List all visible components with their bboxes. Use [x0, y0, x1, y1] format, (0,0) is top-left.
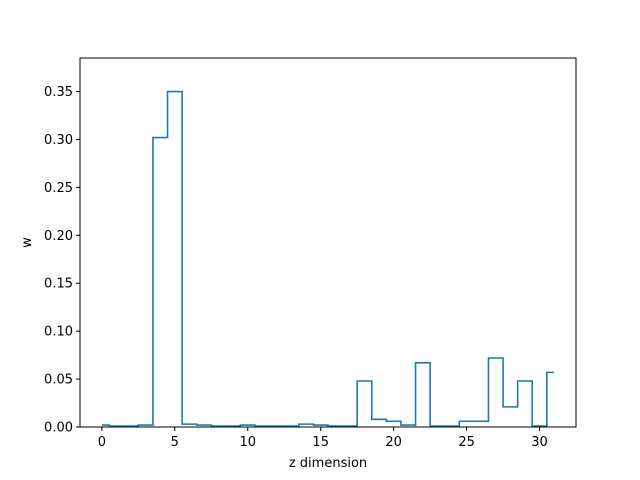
- x-tick-label: 5: [171, 435, 179, 450]
- y-tick-label: 0.30: [44, 133, 73, 148]
- x-tick-label: 30: [531, 435, 548, 450]
- y-tick-label: 0.25: [44, 181, 73, 196]
- y-tick-label: 0.15: [44, 277, 73, 292]
- y-tick-label: 0.00: [44, 421, 73, 436]
- y-tick-label: 0.10: [44, 325, 73, 340]
- y-axis-label: w: [20, 237, 35, 248]
- x-tick-label: 20: [385, 435, 402, 450]
- axes-frame: [79, 57, 577, 428]
- x-tick-label: 25: [458, 435, 475, 450]
- axes: 0 5 10 15 20 25 30 0.00 0.05 0.10 0.15 0.20 0.25 0.30…: [20, 57, 577, 471]
- x-tick-label: 0: [98, 435, 106, 450]
- x-tick-label: 15: [312, 435, 329, 450]
- y-tick-label: 0.20: [44, 229, 73, 244]
- x-axis-label: z dimension: [289, 456, 367, 471]
- plot-area: [101, 90, 555, 427]
- y-tick-label: 0.35: [44, 85, 73, 100]
- x-tick-label: 10: [239, 435, 256, 450]
- y-tick-label: 0.05: [44, 373, 73, 388]
- series-line-0: [101, 90, 555, 427]
